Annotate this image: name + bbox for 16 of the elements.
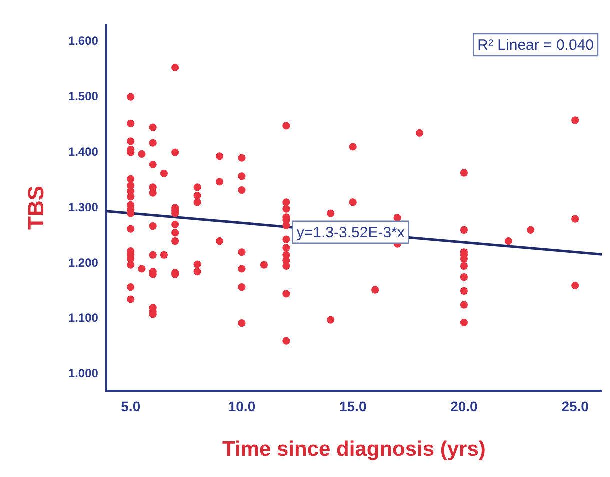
annotation: y=1.3-3.52E-3*x [296,224,406,242]
annotation: R² Linear = 0.040 [478,37,594,54]
y-tick-label: 1.600 [68,34,99,48]
x-tick-label: 25.0 [562,398,590,414]
y-tick-label: 1.300 [68,200,99,214]
x-tick-label: 10.0 [228,398,256,414]
x-tick-label: 5.0 [121,398,141,414]
x-axis-title: Time since diagnosis (yrs) [222,438,486,462]
y-tick-label: 1.100 [68,311,99,326]
y-tick-label: 1.500 [68,89,99,104]
y-tick-label: 1.400 [68,144,99,159]
y-tick-label: 1.000 [68,366,99,381]
y-tick-label: 1.200 [68,256,99,270]
x-tick-label: 15.0 [339,398,367,414]
x-tick-label: 20.0 [450,398,478,414]
y-axis-title: TBS [23,186,48,230]
